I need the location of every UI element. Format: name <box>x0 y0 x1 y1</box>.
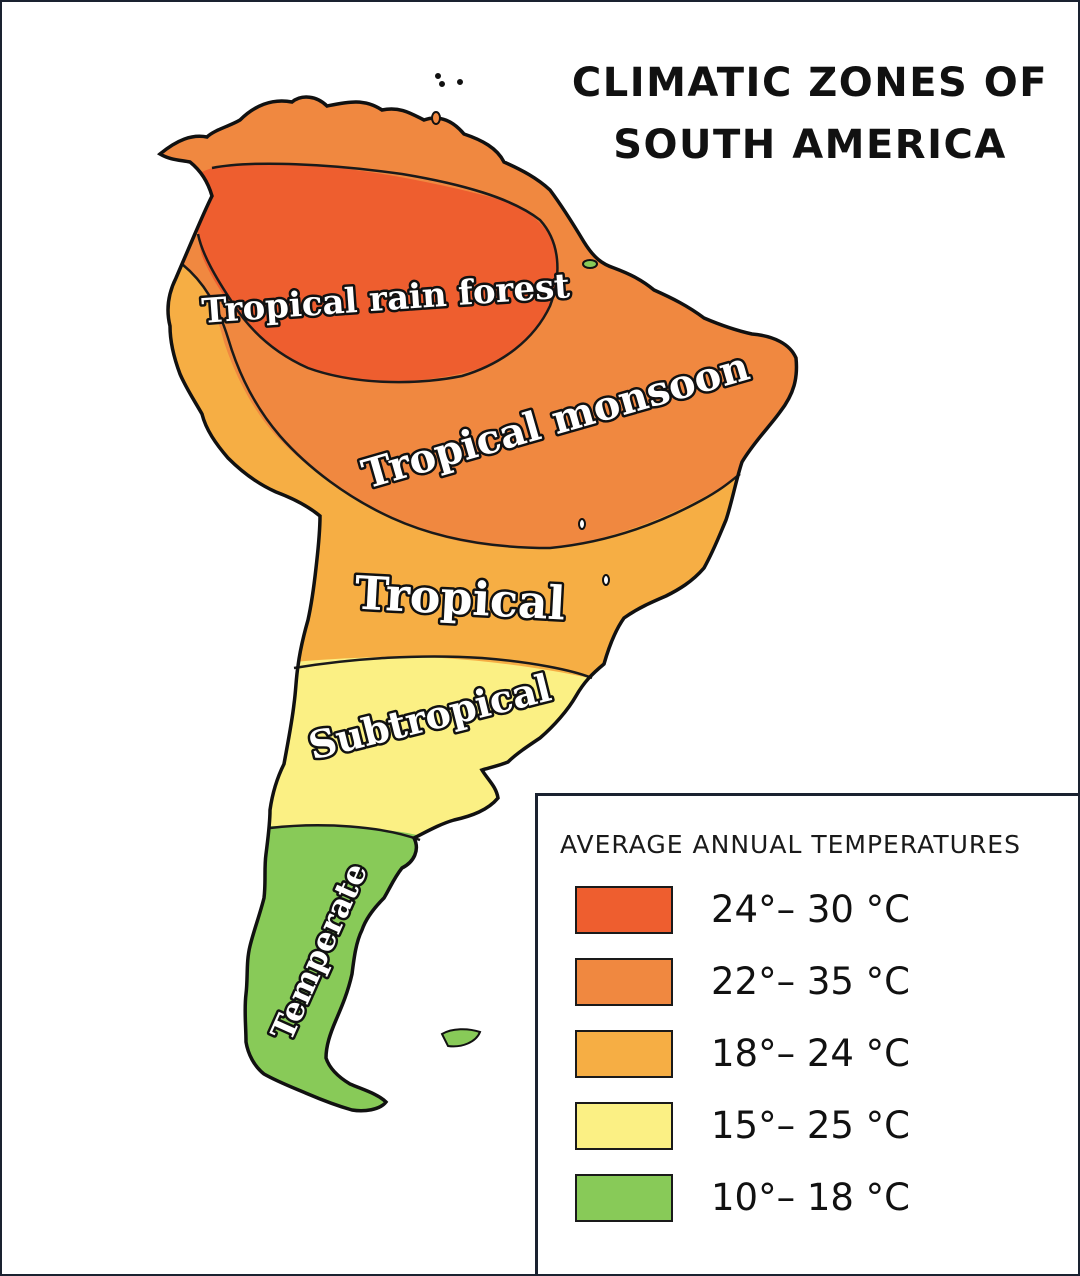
legend-swatch <box>575 1174 673 1222</box>
legend-range: 10°– 18 °C <box>711 1176 911 1219</box>
legend-range: 22°– 35 °C <box>711 960 911 1003</box>
label-tropical: Tropical <box>353 566 566 631</box>
boundary-monsoon <box>181 263 741 550</box>
legend-item: 15°– 25 °C <box>575 1102 1055 1152</box>
legend-item: 22°– 35 °C <box>575 958 1055 1008</box>
legend-range: 15°– 25 °C <box>711 1104 911 1147</box>
island-dot <box>457 79 463 85</box>
zone-boundaries <box>181 162 741 842</box>
legend-title: AVERAGE ANNUAL TEMPERATURES <box>560 830 1021 859</box>
island-dot <box>439 81 445 87</box>
island-falklands <box>440 1028 482 1048</box>
legend-range: 18°– 24 °C <box>711 1032 911 1075</box>
legend-item: 18°– 24 °C <box>575 1030 1055 1080</box>
island-trinidad <box>431 111 441 125</box>
lake-dot <box>602 574 610 586</box>
legend-range: 24°– 30 °C <box>711 888 911 931</box>
map-title: CLIMATIC ZONES OF SOUTH AMERICA <box>550 52 1070 176</box>
legend-swatch <box>575 886 673 934</box>
map-title-line-2: SOUTH AMERICA <box>613 122 1007 168</box>
legend-swatch <box>575 1030 673 1078</box>
boundary-rain-forest <box>196 162 559 384</box>
legend-swatch <box>575 1102 673 1150</box>
legend-item: 24°– 30 °C <box>575 886 1055 936</box>
boundary-temperate <box>269 824 421 842</box>
islands <box>431 73 610 1048</box>
boundary-subtropical <box>293 655 593 680</box>
legend-swatch <box>575 958 673 1006</box>
temperature-legend: AVERAGE ANNUAL TEMPERATURES 24°– 30 °C 2… <box>535 793 1078 1274</box>
legend-item: 10°– 18 °C <box>575 1174 1055 1224</box>
lake-dot <box>578 518 586 530</box>
island-dot <box>435 73 441 79</box>
map-title-line-1: CLIMATIC ZONES OF <box>571 60 1049 106</box>
zone-tropical-rain-forest <box>197 162 559 382</box>
island-marajo <box>582 259 598 269</box>
